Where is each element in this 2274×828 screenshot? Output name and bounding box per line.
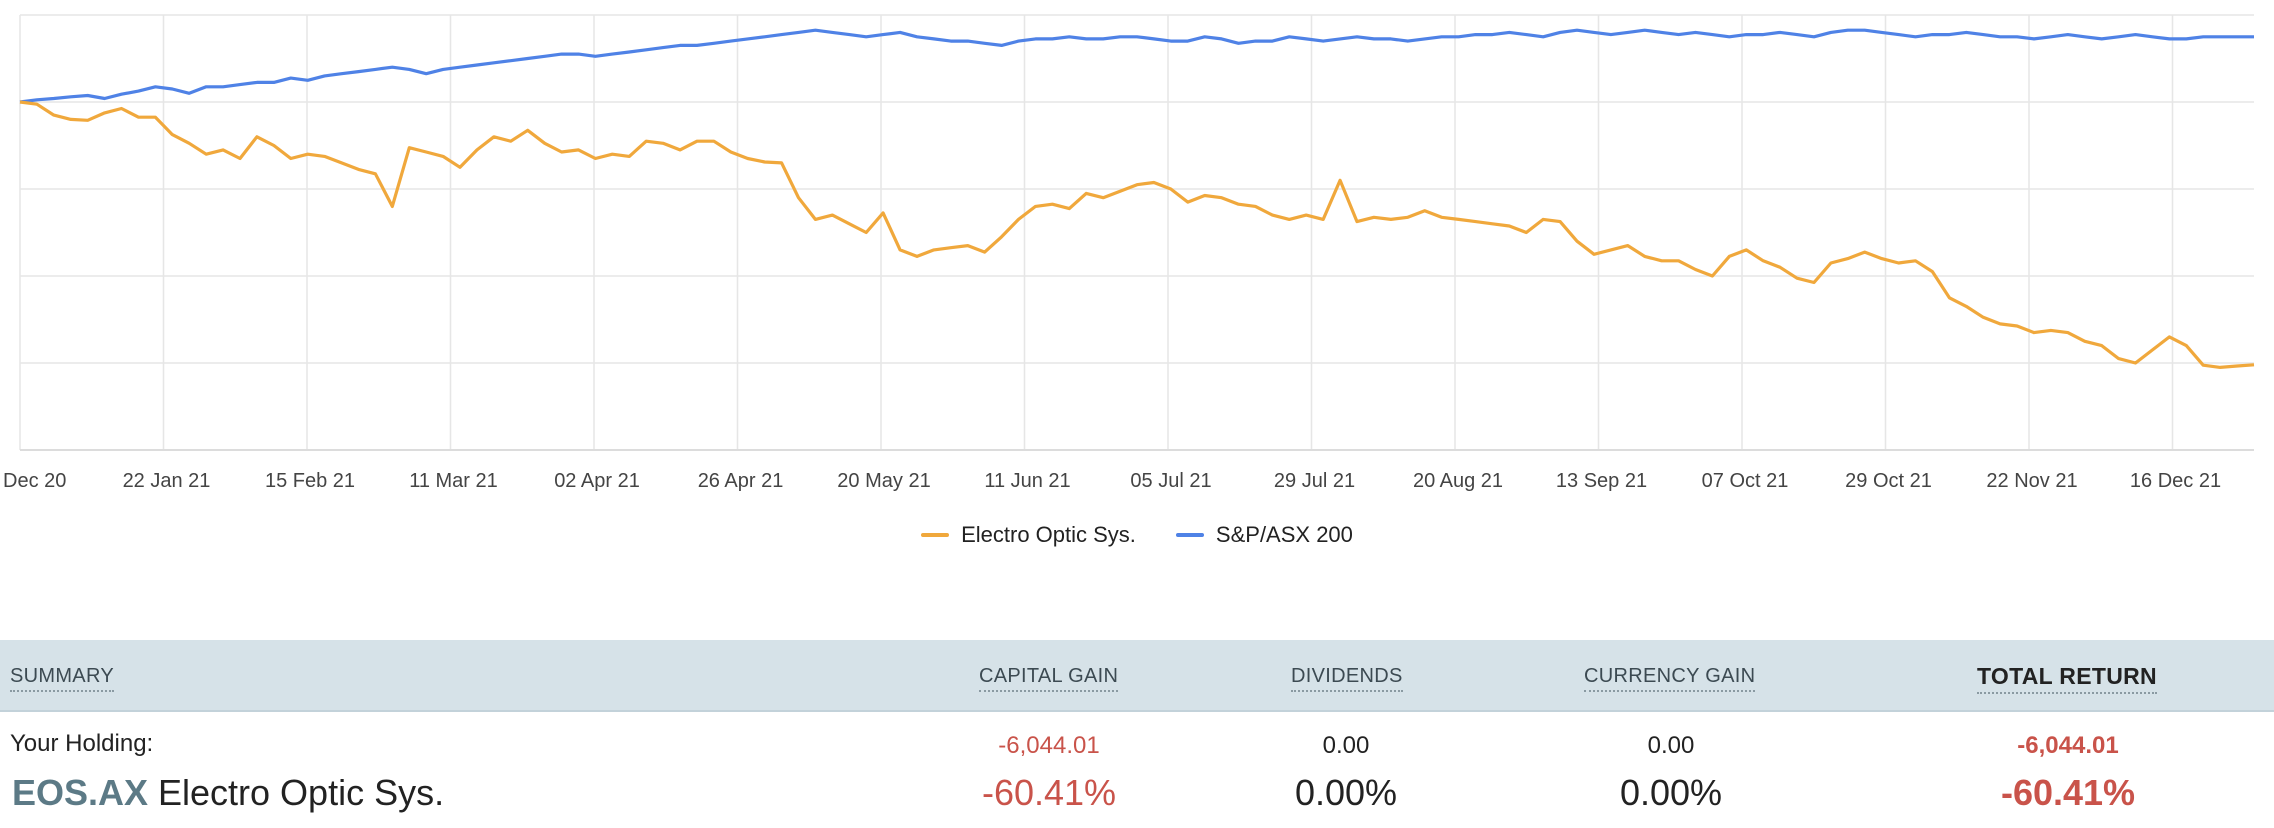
holding-label: Your Holding: bbox=[10, 730, 154, 757]
x-axis-ticks: Dec 20 22 Jan 21 15 Feb 21 11 Mar 21 02 Apr … bbox=[3, 470, 2221, 492]
summary-header[interactable]: SUMMARY bbox=[10, 665, 114, 692]
x-tick-label: 16 Dec 21 bbox=[2130, 470, 2221, 492]
dividends-pct: 0.00% bbox=[1294, 772, 1398, 813]
x-tick-label: 11 Mar 21 bbox=[409, 470, 498, 492]
chart-legend: Electro Optic Sys. S&P/ASX 200 bbox=[0, 522, 2274, 548]
x-tick-label: 29 Oct 21 bbox=[1845, 470, 1932, 492]
x-tick-label: 05 Jul 21 bbox=[1130, 470, 1211, 492]
legend-label-eos: Electro Optic Sys. bbox=[961, 522, 1136, 547]
currency-gain-pct: 0.00% bbox=[1619, 772, 1723, 813]
capital-gain-value: -6,044.01 bbox=[998, 732, 1100, 759]
currency-gain-header[interactable]: CURRENCY GAIN bbox=[1584, 665, 1756, 692]
legend-swatch-eos bbox=[921, 533, 950, 537]
currency-gain-value: 0.00 bbox=[1647, 732, 1695, 759]
dividends-header[interactable]: DIVIDENDS bbox=[1291, 665, 1403, 692]
series-line[interactable] bbox=[19, 100, 2255, 369]
legend-item-eos[interactable]: Electro Optic Sys. bbox=[921, 522, 1136, 548]
total-return-pct: -60.41% bbox=[2000, 772, 2136, 813]
x-tick-label: 07 Oct 21 bbox=[1702, 470, 1789, 492]
x-tick-label: 26 Apr 21 bbox=[698, 470, 784, 492]
x-tick-label: 29 Jul 21 bbox=[1274, 470, 1355, 492]
ticker-symbol[interactable]: EOS.AX bbox=[12, 772, 149, 813]
x-tick-label: 20 May 21 bbox=[837, 470, 930, 492]
x-tick-label: 13 Sep 21 bbox=[1556, 470, 1647, 492]
performance-chart: Dec 20 22 Jan 21 15 Feb 21 11 Mar 21 02 Apr … bbox=[3, 14, 2255, 492]
capital-gain-header[interactable]: CAPITAL GAIN bbox=[979, 665, 1119, 692]
series-line[interactable] bbox=[19, 28, 2254, 104]
total-return-value: -6,044.01 bbox=[2017, 732, 2119, 759]
x-tick-label: 22 Jan 21 bbox=[123, 470, 211, 492]
x-tick-label: 20 Aug 21 bbox=[1413, 470, 1503, 492]
x-tick-label: Dec 20 bbox=[3, 470, 66, 492]
legend-swatch-asx200 bbox=[1175, 533, 1204, 537]
x-tick-label: 11 Jun 21 bbox=[984, 470, 1070, 492]
chart-series bbox=[19, 28, 2255, 369]
chart-grid bbox=[19, 14, 2254, 451]
summary-header-row: SUMMARY CAPITAL GAIN DIVIDENDS CURRENCY … bbox=[0, 640, 2274, 712]
capital-gain-pct: -60.41% bbox=[981, 772, 1117, 813]
total-return-header[interactable]: TOTAL RETURN bbox=[1977, 663, 2157, 694]
x-tick-label: 02 Apr 21 bbox=[554, 470, 640, 492]
x-tick-label: 22 Nov 21 bbox=[1986, 470, 2077, 492]
dividends-value: 0.00 bbox=[1322, 732, 1370, 759]
x-tick-label: 15 Feb 21 bbox=[265, 470, 355, 492]
summary-table: SUMMARY CAPITAL GAIN DIVIDENDS CURRENCY … bbox=[0, 640, 2274, 828]
legend-label-asx200: S&P/ASX 200 bbox=[1215, 522, 1353, 547]
legend-item-asx200[interactable]: S&P/ASX 200 bbox=[1175, 522, 1353, 548]
company-name: Electro Optic Sys. bbox=[158, 772, 445, 813]
